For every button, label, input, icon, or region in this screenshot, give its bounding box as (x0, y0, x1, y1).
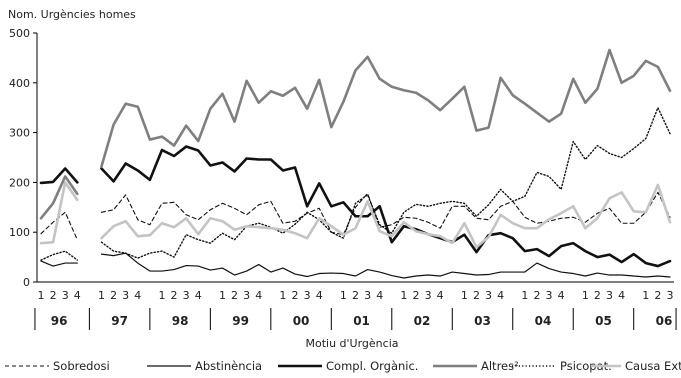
x-year-label: 04 (535, 314, 552, 328)
series-causa-ext (39, 181, 672, 249)
legend-label: Altres² (481, 359, 519, 373)
x-year-label: 06 (656, 314, 673, 328)
x-year-label: 03 (474, 314, 491, 328)
x-quarter-label: 2 (594, 289, 601, 302)
x-quarter-label: 3 (425, 289, 432, 302)
y-axis: 0 100 200 300 400 500 (9, 27, 38, 289)
x-quarter-label: 1 (98, 289, 105, 302)
x-quarter-label: 2 (110, 289, 117, 302)
y-tick-label: 200 (9, 176, 30, 189)
x-year-label: 99 (232, 314, 249, 328)
legend-label: Sobredosi (53, 359, 110, 373)
x-quarter-label: 2 (231, 289, 238, 302)
series-line (100, 191, 671, 236)
x-quarter-label: 4 (558, 289, 565, 302)
legend-label: Causa Ext. (625, 359, 681, 373)
y-tick-label: 300 (9, 127, 30, 140)
x-quarter-label: 3 (304, 289, 311, 302)
y-tick-label: 100 (9, 226, 30, 239)
x-quarter-label: 2 (473, 289, 480, 302)
x-quarter-label: 1 (642, 289, 649, 302)
x-quarter-label: 2 (533, 289, 540, 302)
x-quarter-label: 4 (618, 289, 625, 302)
series-layer (39, 48, 672, 279)
series-line (100, 145, 672, 268)
x-quarter-label: 4 (376, 289, 383, 302)
x-quarter-label: 1 (158, 289, 165, 302)
x-quarter-label: 4 (316, 289, 323, 302)
x-quarter-label: 1 (400, 289, 407, 302)
legend-label: Abstinència (195, 359, 262, 373)
x-quarter-label: 3 (183, 289, 190, 302)
series-line (40, 260, 78, 267)
x-quarter-label: 4 (437, 289, 444, 302)
x-year-label: 98 (172, 314, 189, 328)
series-line (40, 250, 78, 261)
x-quarter-label: 1 (279, 289, 286, 302)
x-quarter-label: 4 (195, 289, 202, 302)
series-altres (39, 48, 672, 220)
x-quarter-label: 2 (292, 289, 299, 302)
x-quarter-label: 3 (62, 289, 69, 302)
series-line (100, 107, 671, 259)
x-quarter-label: 2 (654, 289, 661, 302)
x-quarter-label: 3 (667, 289, 674, 302)
x-quarter-label: 1 (219, 289, 226, 302)
series-line (39, 181, 79, 245)
x-quarter-label: 3 (243, 289, 250, 302)
x-year-label: 97 (111, 314, 128, 328)
x-quarter-label: 1 (461, 289, 468, 302)
y-tick-label: 400 (9, 77, 30, 90)
x-quarter-label: 3 (364, 289, 371, 302)
series-line (39, 175, 79, 220)
x-quarter-label: 4 (134, 289, 141, 302)
x-quarter-label: 3 (606, 289, 613, 302)
y-tick-label: 500 (9, 27, 30, 40)
x-quarter-label: 2 (352, 289, 359, 302)
x-quarter-label: 2 (171, 289, 178, 302)
legend-label: Compl. Orgànic. (326, 359, 418, 373)
series-line (100, 48, 672, 168)
x-quarter-label: 2 (50, 289, 57, 302)
x-quarter-label: 3 (546, 289, 553, 302)
y-axis-title: Nom. Urgències homes (8, 8, 136, 21)
x-year-label: 05 (595, 314, 612, 328)
x-year-label: 02 (414, 314, 431, 328)
x-quarter-label: 4 (497, 289, 504, 302)
series-psicopat (40, 107, 671, 261)
x-year-label: 01 (353, 314, 370, 328)
x-quarter-label: 2 (412, 289, 419, 302)
x-quarter-label: 1 (340, 289, 347, 302)
series-abstin-ncia (40, 252, 671, 279)
x-quarter-label: 3 (485, 289, 492, 302)
x-quarter-label: 3 (122, 289, 129, 302)
series-line (100, 252, 671, 279)
x-axis-title: Motiu d'Urgència (305, 337, 398, 350)
x-quarter-label: 1 (38, 289, 45, 302)
x-year-label: 96 (51, 314, 68, 328)
x-year-label: 00 (293, 314, 310, 328)
series-line (100, 183, 672, 249)
series-compl-org-nic (39, 145, 672, 268)
series-line (39, 167, 79, 185)
legend-label: Psicopat. (560, 359, 612, 373)
x-quarter-label: 4 (74, 289, 81, 302)
x-quarter-label: 4 (255, 289, 262, 302)
legend: Sobredosi Abstinència Compl. Orgànic. Altre… (5, 359, 681, 373)
x-quarter-label: 1 (521, 289, 528, 302)
y-tick-label: 0 (23, 276, 30, 289)
x-quarter-label: 1 (582, 289, 589, 302)
